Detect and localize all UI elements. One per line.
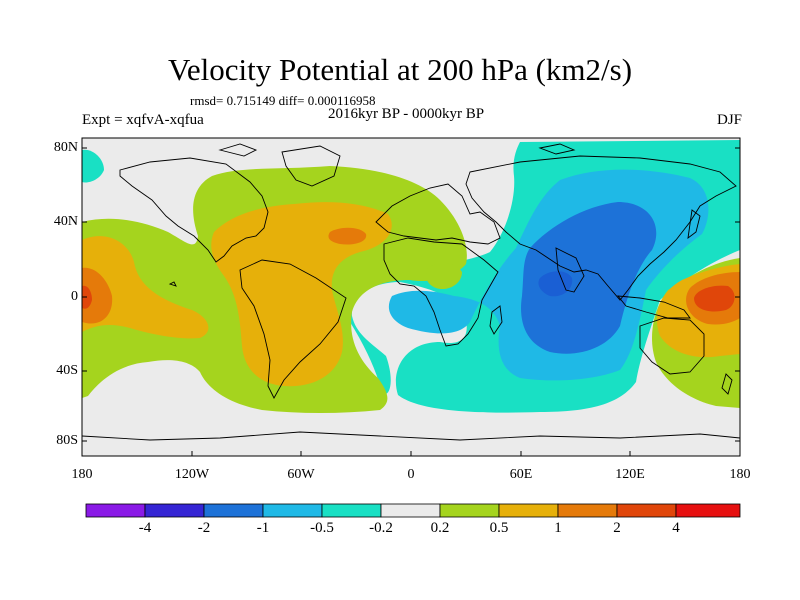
coastline-asia — [465, 155, 737, 301]
colorbar-label: -0.5 — [310, 520, 334, 536]
contour-pos-0-2-africa — [426, 263, 462, 290]
lat-label-40s: 40S — [56, 363, 78, 378]
colorbar-swatch-7 — [498, 503, 559, 518]
coastline-arctic-islands — [218, 143, 576, 157]
colorbar-swatch-6 — [439, 503, 500, 518]
velocity-potential-field — [82, 138, 740, 456]
colorbar-label: 0.2 — [430, 520, 450, 536]
season-label: DJF — [716, 112, 742, 128]
stats-line: rmsd= 0.715149 diff= 0.000116958 — [190, 93, 376, 108]
coastline-greenland — [281, 145, 341, 187]
axis-ticks — [81, 147, 741, 456]
lon-label-0: 0 — [407, 467, 415, 482]
coastline-africa — [383, 237, 499, 347]
coastline-madagascar — [489, 305, 503, 335]
colorbar-swatch-3 — [262, 503, 323, 518]
lon-label-180e: 180 — [729, 467, 751, 482]
coastline-europe — [375, 183, 501, 245]
contour-pos-0-5 — [82, 236, 209, 339]
coastline-japan — [687, 209, 701, 240]
colorbar-swatch-5 — [380, 503, 441, 518]
lat-label-80s: 80S — [56, 433, 78, 448]
colorbar-label: -2 — [197, 520, 211, 536]
colorbar-swatch-10 — [675, 503, 741, 518]
coastline-india — [555, 247, 585, 293]
colorbar-label: 4 — [672, 520, 680, 536]
colorbar-label: 0.5 — [489, 520, 509, 536]
colorbar — [85, 503, 741, 518]
contour-neg-1 — [521, 202, 657, 354]
colorbar-swatch-1 — [144, 503, 205, 518]
coastline-north-america — [119, 157, 269, 263]
lon-label-120w: 120W — [174, 467, 210, 482]
lat-label-80n: 80N — [53, 140, 78, 155]
coastline-indonesia — [616, 295, 691, 319]
colorbar-label: 2 — [613, 520, 621, 536]
contour-pos-2-westpacific — [694, 285, 735, 312]
coastlines — [82, 143, 740, 441]
colorbar-swatch-9 — [616, 503, 677, 518]
lon-label-120e: 120E — [615, 467, 645, 482]
contour-pos-1-eastpacific — [82, 267, 113, 324]
contour-neg-arctic — [82, 149, 104, 183]
period-line: 2016kyr BP - 0000kyr BP — [327, 106, 485, 122]
coastline-new-zealand — [721, 373, 733, 395]
lat-label-0: 0 — [71, 289, 78, 304]
contour-neg-2 — [538, 271, 573, 297]
coastline-south-america — [239, 259, 347, 399]
colorbar-swatch-0 — [85, 503, 146, 518]
colorbar-swatch-8 — [557, 503, 618, 518]
lon-label-180w: 180 — [71, 467, 93, 482]
lat-label-40n: 40N — [53, 214, 78, 229]
colorbar-swatch-2 — [203, 503, 264, 518]
coastline-australia — [639, 317, 705, 375]
colorbar-label: -4 — [138, 520, 152, 536]
experiment-label: Expt = xqfvA-xqfua — [82, 112, 204, 128]
contour-pos-0-5-atlantic — [211, 202, 392, 387]
colorbar-label: 1 — [554, 520, 562, 536]
colorbar-label: -0.2 — [369, 520, 393, 536]
lon-label-60w: 60W — [287, 467, 315, 482]
coastline-hawaii — [168, 281, 177, 287]
contour-pos-1-atlantic — [328, 227, 367, 245]
lon-label-60e: 60E — [509, 467, 533, 482]
colorbar-swatch-4 — [321, 503, 382, 518]
coastline-antarctica — [82, 431, 740, 441]
map-title: Velocity Potential at 200 hPa (km2/s) — [167, 52, 633, 87]
colorbar-label: -1 — [256, 520, 270, 536]
